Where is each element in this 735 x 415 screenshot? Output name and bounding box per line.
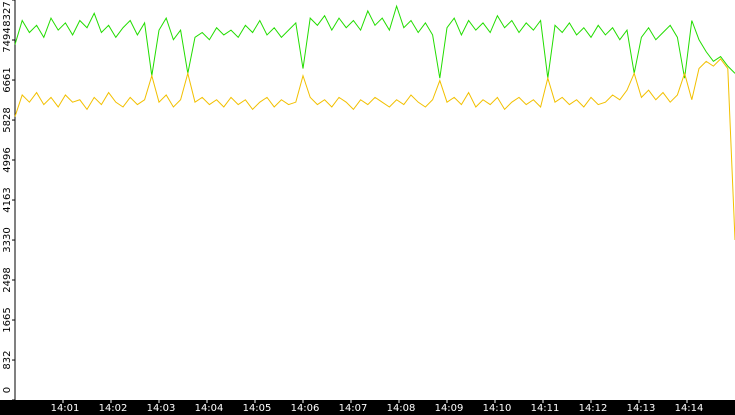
x-tick-label: 14:01 xyxy=(51,403,80,414)
x-tick-label: 14:09 xyxy=(435,403,464,414)
x-tick-label: 14:07 xyxy=(339,403,368,414)
y-tick-label: 2498 xyxy=(2,267,13,292)
x-tick-label: 14:11 xyxy=(531,403,560,414)
y-tick-label: 5828 xyxy=(2,107,13,132)
x-tick-label: 14:14 xyxy=(675,403,704,414)
y-tick-label: 8327 xyxy=(2,1,13,26)
series-line xyxy=(14,4,735,79)
x-tick-label: 14:13 xyxy=(627,403,656,414)
x-tick-label: 14:10 xyxy=(483,403,512,414)
x-tick-label: 14:08 xyxy=(387,403,416,414)
y-tick-label: 6661 xyxy=(2,67,13,92)
x-axis-strip xyxy=(0,400,735,415)
y-tick-label: 832 xyxy=(2,350,13,369)
series-line xyxy=(14,58,735,241)
y-tick-label: 4996 xyxy=(2,147,13,172)
y-tick-label: 0 xyxy=(2,387,13,393)
y-tick-label: 4163 xyxy=(2,187,13,212)
y-tick-label: 1665 xyxy=(2,307,13,332)
x-tick-label: 14:12 xyxy=(579,403,608,414)
x-tick-label: 14:03 xyxy=(147,403,176,414)
x-tick-label: 14:02 xyxy=(99,403,128,414)
y-tick-label: 7494 xyxy=(2,27,13,52)
y-tick-label: 3330 xyxy=(2,227,13,252)
x-tick-label: 14:06 xyxy=(291,403,320,414)
x-tick-label: 14:04 xyxy=(195,403,224,414)
x-tick-label: 14:05 xyxy=(243,403,272,414)
